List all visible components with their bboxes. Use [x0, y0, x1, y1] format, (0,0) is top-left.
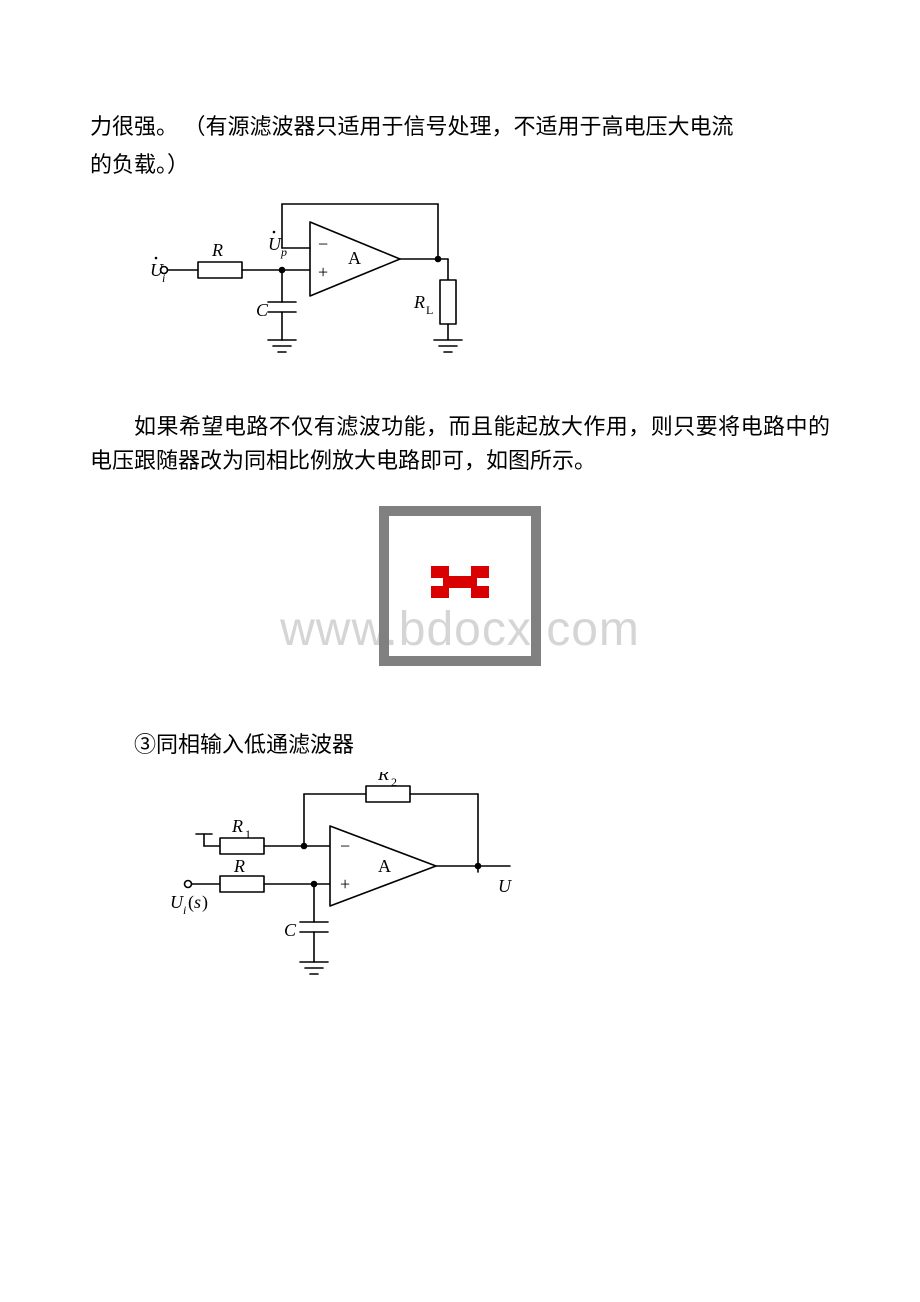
paragraph-1-line-1: 力很强。 （有源滤波器只适用于信号处理，不适用于高电压大电流 — [90, 110, 830, 144]
svg-text:1: 1 — [245, 827, 251, 841]
subheading-3: ③同相输入低通滤波器 — [90, 728, 830, 762]
svg-text:A: A — [378, 856, 391, 876]
svg-text:L: L — [426, 303, 433, 317]
svg-text:C: C — [256, 300, 269, 320]
svg-text:): ) — [202, 892, 208, 913]
svg-text:U: U — [170, 892, 184, 912]
svg-text:i: i — [162, 271, 165, 285]
svg-text:+: + — [318, 262, 328, 282]
svg-text:C: C — [284, 920, 297, 940]
svg-text:+: + — [340, 874, 350, 894]
svg-text:s: s — [194, 892, 201, 912]
broken-image-icon — [425, 558, 495, 608]
missing-image-placeholder — [379, 506, 541, 666]
paragraph-2: 如果希望电路不仅有滤波功能，而且能起放大作用，则只要将电路中的电压跟随器改为同相… — [90, 410, 830, 478]
circuit-diagram-1: U i R U p − + A C R L — [150, 192, 490, 382]
svg-text:R: R — [413, 292, 425, 312]
svg-text:R: R — [231, 816, 243, 836]
svg-text:A: A — [348, 248, 361, 268]
circuit-diagram-2: R 2 R 1 R − + A U i ( s ) C U — [160, 772, 540, 1002]
svg-text:p: p — [280, 245, 287, 259]
svg-text:i: i — [183, 903, 186, 917]
svg-text:U: U — [268, 234, 282, 254]
svg-text:R: R — [377, 772, 389, 784]
svg-text:R: R — [211, 240, 223, 260]
svg-text:R: R — [233, 856, 245, 876]
svg-text:2: 2 — [391, 775, 397, 789]
svg-text:−: − — [340, 836, 350, 856]
paragraph-1-line-2: 的负载。） — [90, 148, 830, 182]
svg-text:U: U — [498, 876, 512, 896]
svg-text:−: − — [318, 234, 328, 254]
